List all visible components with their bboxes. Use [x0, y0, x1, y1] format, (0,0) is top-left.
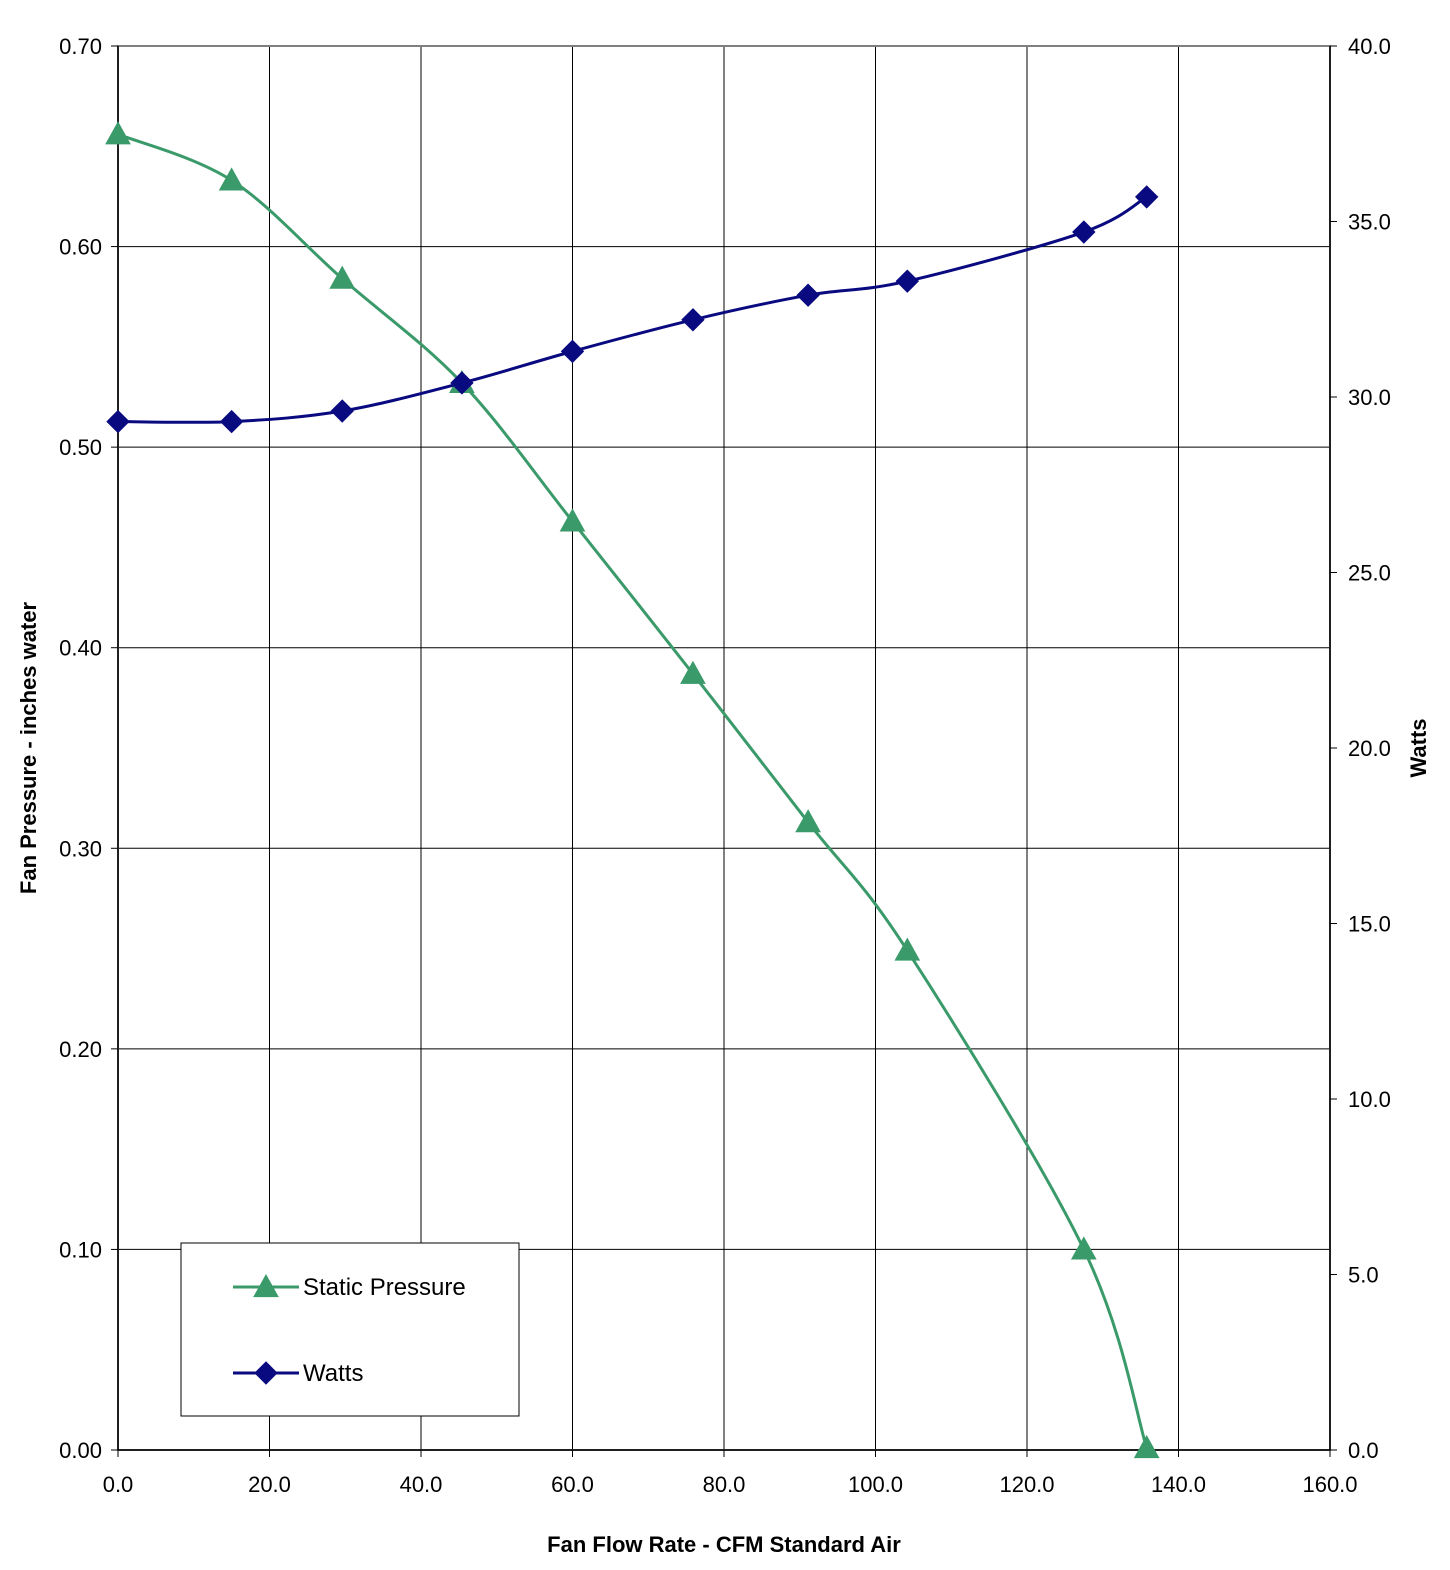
y2-tick-label: 0.0 — [1348, 1438, 1379, 1463]
series-line — [117, 132, 1149, 1449]
y2-tick-label: 10.0 — [1348, 1087, 1391, 1112]
data-point-diamond — [330, 399, 354, 423]
data-point-diamond — [895, 269, 920, 293]
data-point-diamond — [560, 339, 585, 364]
legend-box — [180, 1242, 520, 1417]
x-tick-label: 140.0 — [1151, 1472, 1206, 1497]
x-tick-label: 60.0 — [551, 1472, 594, 1497]
y2-axis-title: Watts — [1406, 718, 1431, 777]
y-tick-label: 0.50 — [59, 435, 102, 460]
y2-tick-label: 40.0 — [1348, 34, 1391, 59]
data-point-triangle — [329, 265, 356, 289]
y-tick-label: 0.40 — [59, 636, 102, 661]
legend-label: Watts — [303, 1360, 363, 1387]
data-point-triangle — [1133, 1434, 1160, 1459]
y-tick-label: 0.00 — [59, 1438, 102, 1463]
data-point-diamond — [219, 409, 244, 434]
data-point-diamond — [681, 308, 705, 332]
x-tick-label: 100.0 — [848, 1472, 903, 1497]
legend-marker — [253, 1273, 279, 1298]
legend-entries: Static Pressure Watts — [233, 1273, 466, 1387]
data-point-triangle — [559, 508, 586, 532]
data-point-triangle — [894, 937, 921, 961]
y2-tick-label: 20.0 — [1348, 736, 1391, 761]
y-tick-label: 0.60 — [59, 235, 102, 260]
y-axis-title: Fan Pressure - inches water — [16, 601, 41, 894]
x-tick-label: 0.0 — [103, 1472, 134, 1497]
y2-tick-label: 15.0 — [1348, 912, 1391, 937]
x-tick-label: 80.0 — [703, 1472, 746, 1497]
data-point-diamond — [1072, 220, 1096, 244]
data-point-triangle — [680, 660, 706, 684]
data-point-diamond — [1134, 185, 1159, 209]
series-watts — [106, 185, 1159, 434]
data-point-diamond — [450, 371, 474, 395]
y-tick-label: 0.20 — [59, 1037, 102, 1062]
y-tick-label: 0.10 — [59, 1237, 102, 1262]
data-point-diamond — [106, 409, 130, 434]
x-axis-title: Fan Flow Rate - CFM Standard Air — [547, 1532, 901, 1557]
y-tick-label: 0.70 — [59, 34, 102, 59]
data-point-triangle — [1070, 1236, 1097, 1260]
legend-label: Static Pressure — [303, 1274, 466, 1301]
y2-tick-label: 25.0 — [1348, 561, 1391, 586]
legend-marker — [254, 1361, 278, 1385]
x-tick-label: 120.0 — [999, 1472, 1054, 1497]
legend: Static Pressure Watts — [180, 1242, 520, 1417]
grid-layer — [117, 45, 1331, 1451]
series-line — [117, 195, 1148, 424]
data-point-triangle — [218, 167, 245, 191]
tick-labels: 0.0 20.0 40.0 60.0 80.0 100.0 120.0 140.0 160.0 0… — [59, 34, 1391, 1497]
y2-tick-label: 5.0 — [1348, 1263, 1379, 1288]
x-tick-label: 40.0 — [400, 1472, 443, 1497]
data-point-triangle — [105, 121, 131, 145]
y2-tick-label: 30.0 — [1348, 385, 1391, 410]
y2-tick-label: 35.0 — [1348, 210, 1391, 235]
data-point-diamond — [796, 283, 820, 307]
legend-entry: Static Pressure — [233, 1273, 466, 1301]
data-point-triangle — [795, 809, 821, 833]
x-tick-label: 160.0 — [1302, 1472, 1357, 1497]
x-tick-label: 20.0 — [248, 1472, 291, 1497]
series-layer — [105, 121, 1160, 1459]
legend-entry: Watts — [233, 1360, 363, 1387]
y-tick-label: 0.30 — [59, 836, 102, 861]
